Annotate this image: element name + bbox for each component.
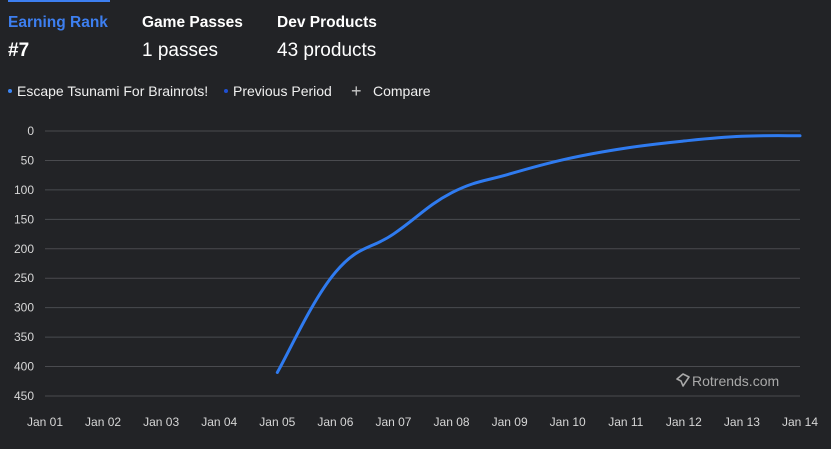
tab-earning-rank-label: Earning Rank [8,14,108,31]
legend-item-previous-period[interactable]: Previous Period [224,82,344,100]
y-tick-label: 400 [14,360,34,374]
x-tick-label: Jan 06 [317,415,353,429]
rotrends-logo-icon [676,373,690,387]
active-tab-indicator [8,0,110,2]
x-tick-label: Jan 02 [85,415,121,429]
x-tick-label: Jan 10 [550,415,586,429]
x-tick-label: Jan 04 [201,415,237,429]
legend-dot-current-icon [8,89,12,93]
legend-item-current-series[interactable]: Escape Tsunami For Brainrots! [8,82,218,100]
tab-game-passes[interactable]: Game Passes 1 passes [142,0,260,70]
y-tick-label: 100 [14,183,34,197]
tab-dev-products-label: Dev Products [277,14,377,31]
legend-label-previous: Previous Period [233,83,332,99]
x-tick-label: Jan 09 [492,415,528,429]
y-tick-label: 250 [14,271,34,285]
tab-earning-rank[interactable]: Earning Rank #7 [8,0,128,70]
tab-game-passes-value: 1 passes [142,40,219,61]
tab-dev-products-value: 43 products [277,40,377,61]
y-tick-label: 300 [14,301,34,315]
tab-earning-rank-value: #7 [8,40,30,61]
x-tick-label: Jan 01 [27,415,63,429]
x-tick-label: Jan 07 [375,415,411,429]
watermark-text: Rotrends.com [692,373,780,389]
x-tick-label: Jan 08 [434,415,470,429]
y-tick-label: 450 [14,389,34,403]
y-tick-label: 150 [14,212,34,226]
x-tick-label: Jan 13 [724,415,760,429]
series-line [275,134,802,374]
legend-dot-previous-icon [224,89,228,93]
x-tick-label: Jan 11 [608,415,643,429]
x-tick-label: Jan 12 [666,415,702,429]
compare-label: Compare [373,83,431,99]
legend-label-current: Escape Tsunami For Brainrots! [17,83,209,99]
tab-dev-products[interactable]: Dev Products 43 products [277,0,397,70]
tab-game-passes-label: Game Passes [142,14,243,31]
x-tick-label: Jan 14 [782,415,818,429]
y-tick-label: 350 [14,330,34,344]
y-tick-label: 200 [14,242,34,256]
x-tick-label: Jan 03 [143,415,179,429]
x-tick-label: Jan 05 [259,415,295,429]
plus-icon: + [351,81,362,101]
y-tick-label: 0 [27,124,34,138]
metric-tabs: Earning Rank #7 Game Passes 1 passes Dev… [0,0,831,70]
y-tick-label: 50 [21,153,35,167]
